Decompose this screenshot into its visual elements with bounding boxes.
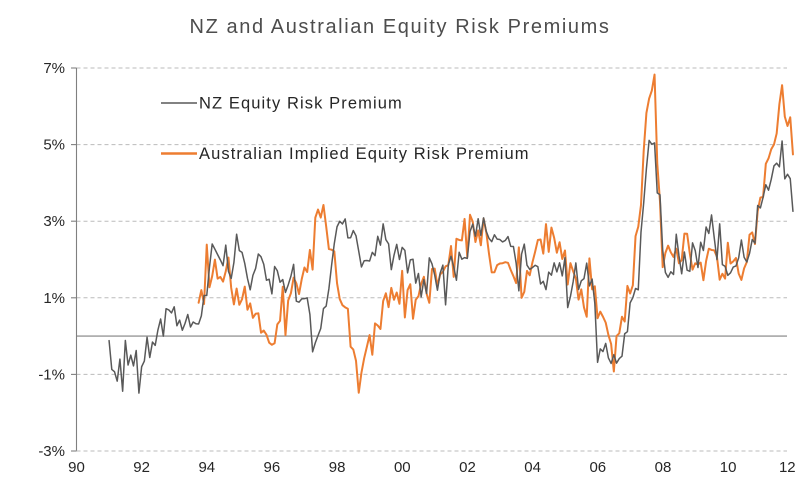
svg-text:1%: 1% [43,290,65,307]
svg-text:04: 04 [524,459,541,476]
svg-text:98: 98 [329,459,346,476]
svg-text:3%: 3% [43,213,65,230]
svg-text:96: 96 [264,459,281,476]
svg-text:00: 00 [394,459,411,476]
svg-text:-3%: -3% [38,443,65,460]
svg-text:7%: 7% [43,60,65,77]
svg-text:06: 06 [589,459,606,476]
svg-text:Australian Implied Equity Risk: Australian Implied Equity Risk Premium [199,145,530,163]
svg-text:-1%: -1% [38,366,65,383]
svg-text:5%: 5% [43,137,65,154]
svg-text:92: 92 [133,459,150,476]
svg-text:02: 02 [459,459,476,476]
svg-text:08: 08 [655,459,672,476]
svg-text:94: 94 [198,459,215,476]
svg-text:10: 10 [720,459,737,476]
svg-text:12: 12 [779,459,796,476]
svg-text:90: 90 [68,459,85,476]
svg-text:NZ Equity Risk Premium: NZ Equity Risk Premium [199,95,403,113]
